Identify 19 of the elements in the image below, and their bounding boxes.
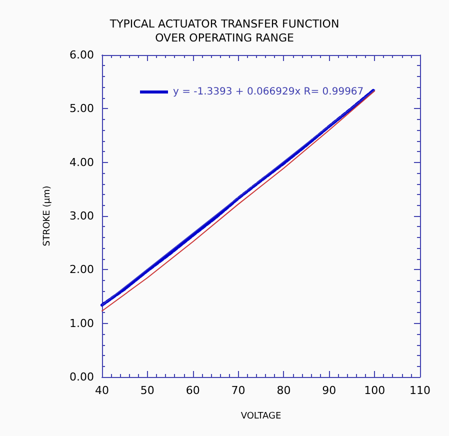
y-tick-label: 5.00 xyxy=(70,102,94,116)
chart-title: TYPICAL ACTUATOR TRANSFER FUNCTION OVER OPERATING RANGE xyxy=(108,18,340,44)
legend-label: y = -1.3393 + 0.066929x R= 0.99967 xyxy=(173,86,364,98)
x-tick-label: 50 xyxy=(140,384,154,397)
y-tick-label: 2.00 xyxy=(70,263,94,276)
x-tick-label: 40 xyxy=(95,384,109,397)
x-tick-label: 110 xyxy=(410,384,430,397)
y-tick-label: 3.00 xyxy=(70,210,94,222)
y-tick-label: 6.00 xyxy=(70,48,94,62)
x-tick-label: 70 xyxy=(231,384,246,397)
x-tick-label: 100 xyxy=(364,384,386,397)
y-tick-label: 4.00 xyxy=(70,156,94,169)
y-tick-label: 0.00 xyxy=(70,370,94,384)
y-tick-label: 1.00 xyxy=(70,316,94,330)
x-tick-label: 80 xyxy=(276,384,291,397)
x-axis-title: VOLTAGE xyxy=(240,412,282,422)
x-tick-label: 90 xyxy=(322,384,336,397)
x-tick-label: 60 xyxy=(186,384,200,397)
y-axis-title: STROKE (μm) xyxy=(42,186,52,246)
